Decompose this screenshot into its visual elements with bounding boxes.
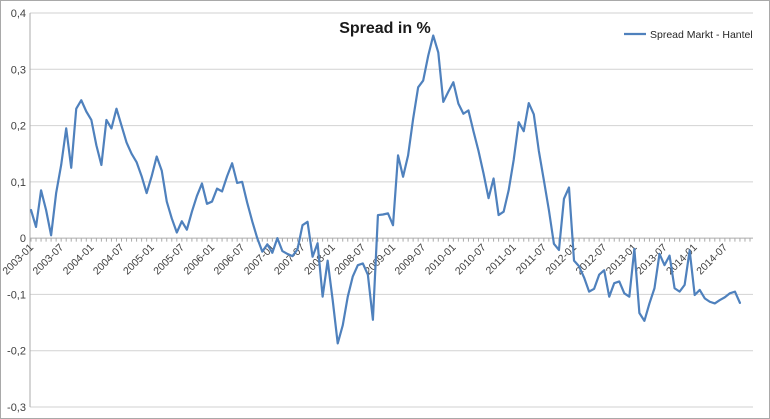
y-tick-label: -0,3 (7, 402, 26, 414)
y-tick-label: 0,1 (11, 177, 26, 189)
legend-label: Spread Markt - Hantel (650, 29, 753, 41)
y-tick-label: 0,4 (11, 8, 26, 20)
y-tick-label: 0,3 (11, 64, 26, 76)
y-tick-label: 0,2 (11, 121, 26, 133)
y-tick-label: 0 (20, 233, 26, 245)
y-tick-label: -0,1 (7, 289, 26, 301)
chart-title: Spread in % (339, 20, 431, 37)
spread-series-line (29, 34, 742, 345)
chart-legend: Spread Markt - Hantel (624, 29, 753, 41)
y-axis-labels: 0,4 0,3 0,2 0,1 0 -0,1 -0,2 -0,3 (7, 8, 26, 414)
y-tick-label: -0,2 (7, 346, 26, 358)
